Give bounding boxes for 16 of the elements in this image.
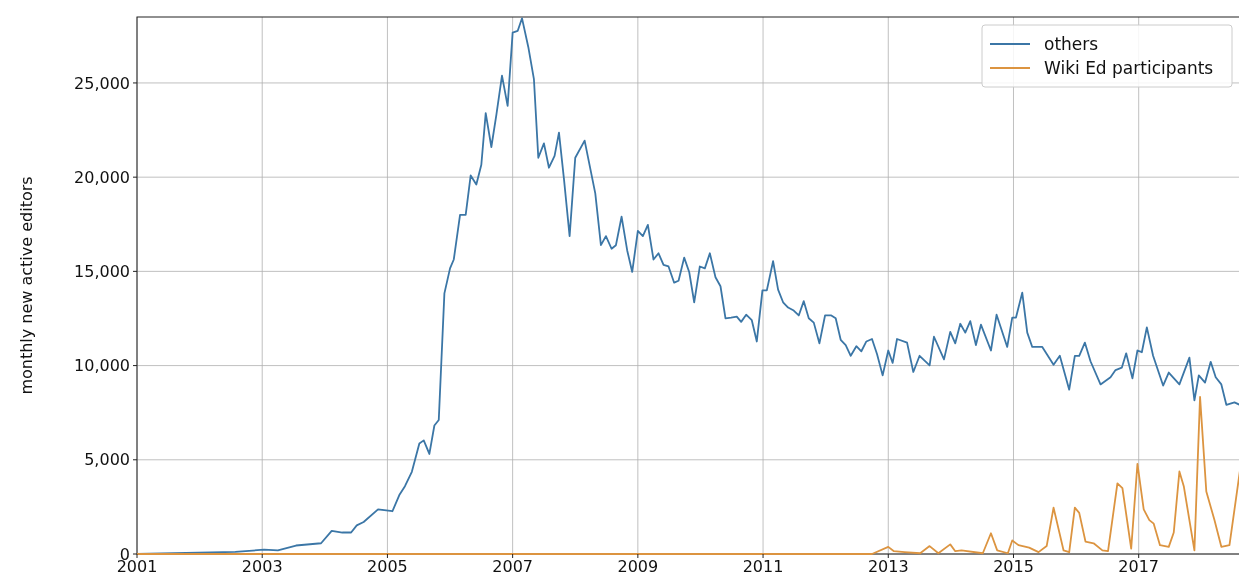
x-tick-label: 2003 [241, 557, 283, 576]
y-tick-label: 5,000 [84, 450, 130, 470]
y-tick-label: 20,000 [74, 167, 130, 187]
x-tick-label: 2015 [993, 557, 1034, 576]
y-tick-label: 10,000 [74, 356, 130, 376]
x-tick-label: 2005 [367, 557, 408, 576]
x-tick-label: 2017 [1118, 557, 1160, 576]
x-tick-label: 2009 [617, 557, 659, 576]
legend-label: others [1044, 33, 1099, 54]
legend-label: Wiki Ed participants [1044, 57, 1214, 78]
x-tick-label: 2013 [867, 557, 909, 576]
y-tick-label: 25,000 [74, 73, 130, 93]
y-tick-label: 15,000 [74, 261, 130, 281]
x-tick-label: 2007 [492, 557, 533, 576]
x-tick-label: 2011 [742, 557, 784, 576]
y-axis-title: monthly new active editors [17, 176, 36, 395]
